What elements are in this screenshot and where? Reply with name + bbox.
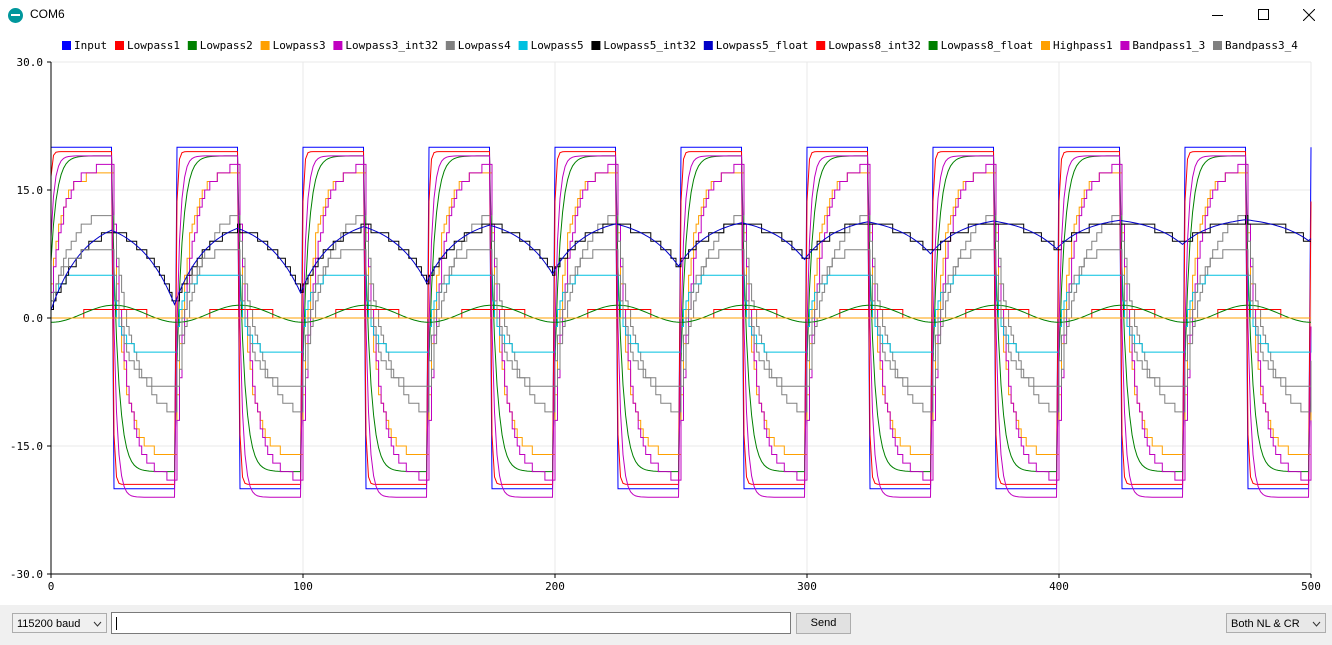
legend-label: Lowpass4 <box>458 39 511 52</box>
axes: 30.0 15.0 0.0 -15.0 -30.0 0 100 200 300 400 500 <box>10 56 1321 593</box>
line-ending-select[interactable]: Both NL & CR <box>1226 613 1326 633</box>
legend: Input Lowpass1 Lowpass2 Lowpass3 Lowpass3_in… <box>62 39 1298 52</box>
serial-plotter: Input Lowpass1 Lowpass2 Lowpass3 Lowpass3_in… <box>0 31 1332 605</box>
legend-label: Lowpass3 <box>273 39 326 52</box>
legend-swatch <box>115 41 124 50</box>
x-tick-label: 200 <box>545 580 565 593</box>
bottom-toolbar: 115200 baud Send Both NL & CR <box>0 605 1332 645</box>
legend-swatch <box>928 41 938 50</box>
legend-label: Lowpass8_int32 <box>828 39 921 52</box>
baud-value: 115200 baud <box>17 618 81 630</box>
legend-swatch <box>1041 41 1050 50</box>
legend-swatch <box>1120 41 1130 50</box>
series-line-bandpass3-4 <box>51 249 1312 387</box>
chevron-down-icon <box>1312 621 1321 627</box>
x-tick-label: 100 <box>293 580 313 593</box>
y-tick-label: 15.0 <box>17 184 44 197</box>
legend-swatch <box>591 41 601 50</box>
x-tick-label: 500 <box>1301 580 1321 593</box>
x-tick-label: 400 <box>1049 580 1069 593</box>
series-line-bandpass1-3 <box>50 155 1312 498</box>
x-tick-label: 300 <box>797 580 817 593</box>
text-caret <box>116 617 117 630</box>
close-button[interactable] <box>1286 0 1332 31</box>
window-title: COM6 <box>30 7 65 21</box>
legend-swatch <box>62 41 71 50</box>
legend-label: Lowpass5_float <box>716 39 809 52</box>
legend-label: Lowpass5_int32 <box>603 39 696 52</box>
minimize-button[interactable] <box>1194 0 1240 31</box>
x-tick-label: 0 <box>48 580 55 593</box>
legend-label: Lowpass1 <box>127 39 180 52</box>
y-tick-label: 0.0 <box>23 312 43 325</box>
legend-swatch <box>260 41 270 50</box>
legend-label: Lowpass2 <box>200 39 253 52</box>
legend-swatch <box>703 41 713 50</box>
chevron-down-icon <box>93 621 102 627</box>
plot-chart: Input Lowpass1 Lowpass2 Lowpass3 Lowpass3_in… <box>10 39 1321 593</box>
legend-swatch <box>518 41 528 50</box>
series-line-lowpass1 <box>50 151 1312 485</box>
y-tick-label: 30.0 <box>17 56 44 69</box>
y-tick-label: -15.0 <box>10 440 43 453</box>
series-layer <box>50 146 1312 498</box>
legend-swatch <box>816 41 826 50</box>
legend-label: Bandpass1_3 <box>1132 39 1205 52</box>
legend-label: Input <box>74 39 107 52</box>
series-line-lowpass5-float <box>50 219 1312 311</box>
close-icon <box>1303 9 1315 21</box>
legend-swatch <box>445 41 455 50</box>
legend-label: Highpass1 <box>1053 39 1113 52</box>
legend-swatch <box>1213 41 1222 50</box>
send-button[interactable]: Send <box>796 613 851 634</box>
legend-label: Bandpass3_4 <box>1225 39 1298 52</box>
y-tick-label: -30.0 <box>10 568 43 581</box>
series-line-input <box>51 146 1312 490</box>
legend-label: Lowpass3_int32 <box>345 39 438 52</box>
legend-label: Lowpass8_float <box>941 39 1034 52</box>
message-input[interactable] <box>111 612 791 634</box>
title-bar: COM6 <box>0 0 1332 31</box>
legend-swatch <box>333 41 343 50</box>
legend-label: Lowpass5 <box>531 39 584 52</box>
series-line-lowpass5 <box>51 274 1312 353</box>
series-line-lowpass4 <box>51 215 1312 413</box>
maximize-button[interactable] <box>1240 0 1286 31</box>
line-ending-value: Both NL & CR <box>1231 618 1300 630</box>
arduino-icon <box>8 8 23 23</box>
baud-select[interactable]: 115200 baud <box>12 613 107 633</box>
legend-swatch <box>187 41 197 50</box>
